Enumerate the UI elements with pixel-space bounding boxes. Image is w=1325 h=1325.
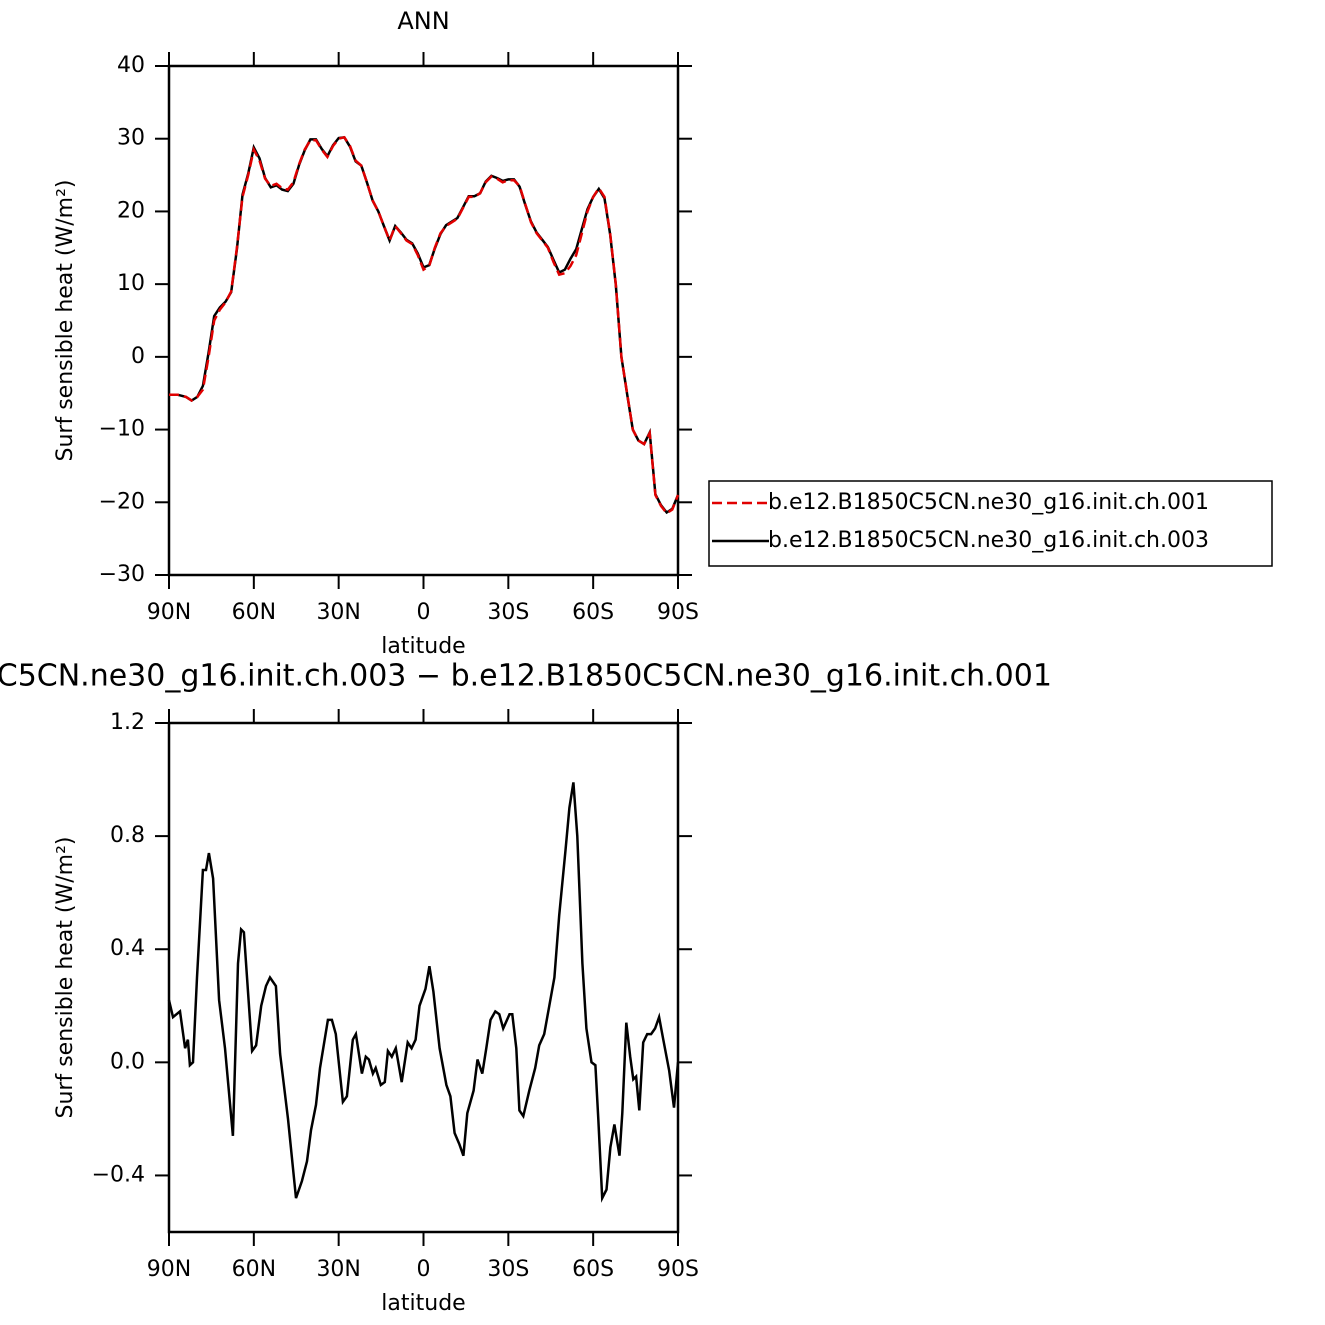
x-tick-label: 30S [487,1257,529,1282]
y-tick-label: −30 [99,562,145,587]
y-tick-label: 10 [117,271,145,296]
y-tick-label: 1.2 [110,710,145,735]
x-tick-label: 0 [417,600,431,625]
y-tick-label: 30 [117,126,145,151]
y-tick-label: 0.0 [110,1049,145,1074]
x-tick-label: 60S [572,600,614,625]
x-axis-label: latitude [381,634,465,659]
x-tick-label: 60N [232,600,276,625]
x-tick-label: 30N [316,1257,360,1282]
legend-label: b.e12.B1850C5CN.ne30_g16.init.ch.001 [768,490,1209,515]
plot-frame [167,64,680,577]
y-tick-label: −10 [99,417,145,442]
y-tick-label: 40 [117,53,145,78]
y-axis-label: Surf sensible heat (W/m²) [53,837,78,1119]
x-tick-label: 0 [417,1257,431,1282]
data-line [167,782,680,1203]
y-tick-label: −0.4 [92,1162,145,1187]
x-tick-label: 90N [147,1257,191,1282]
x-tick-label: 30S [487,600,529,625]
x-axis-label: latitude [381,1291,465,1316]
x-tick-label: 60S [572,1257,614,1282]
y-tick-label: 0 [131,344,145,369]
x-tick-label: 90S [657,1257,699,1282]
data-line [169,135,680,515]
chart-title: ANN [397,7,449,35]
x-tick-label: 60N [232,1257,276,1282]
y-tick-label: 0.8 [110,823,145,848]
legend-box [708,480,1273,567]
x-tick-label: 90N [147,600,191,625]
y-tick-label: 20 [117,198,145,223]
x-tick-label: 30N [316,600,360,625]
legend-label: b.e12.B1850C5CN.ne30_g16.init.ch.003 [768,528,1209,553]
chart-title: b.e12.B1850C5CN.ne30_g16.init.ch.003 − b… [0,659,1052,694]
y-tick-label: −20 [99,489,145,514]
x-tick-label: 90S [657,600,699,625]
y-axis-label: Surf sensible heat (W/m²) [53,180,78,462]
plot-frame [167,721,680,1234]
y-tick-label: 0.4 [110,936,145,961]
